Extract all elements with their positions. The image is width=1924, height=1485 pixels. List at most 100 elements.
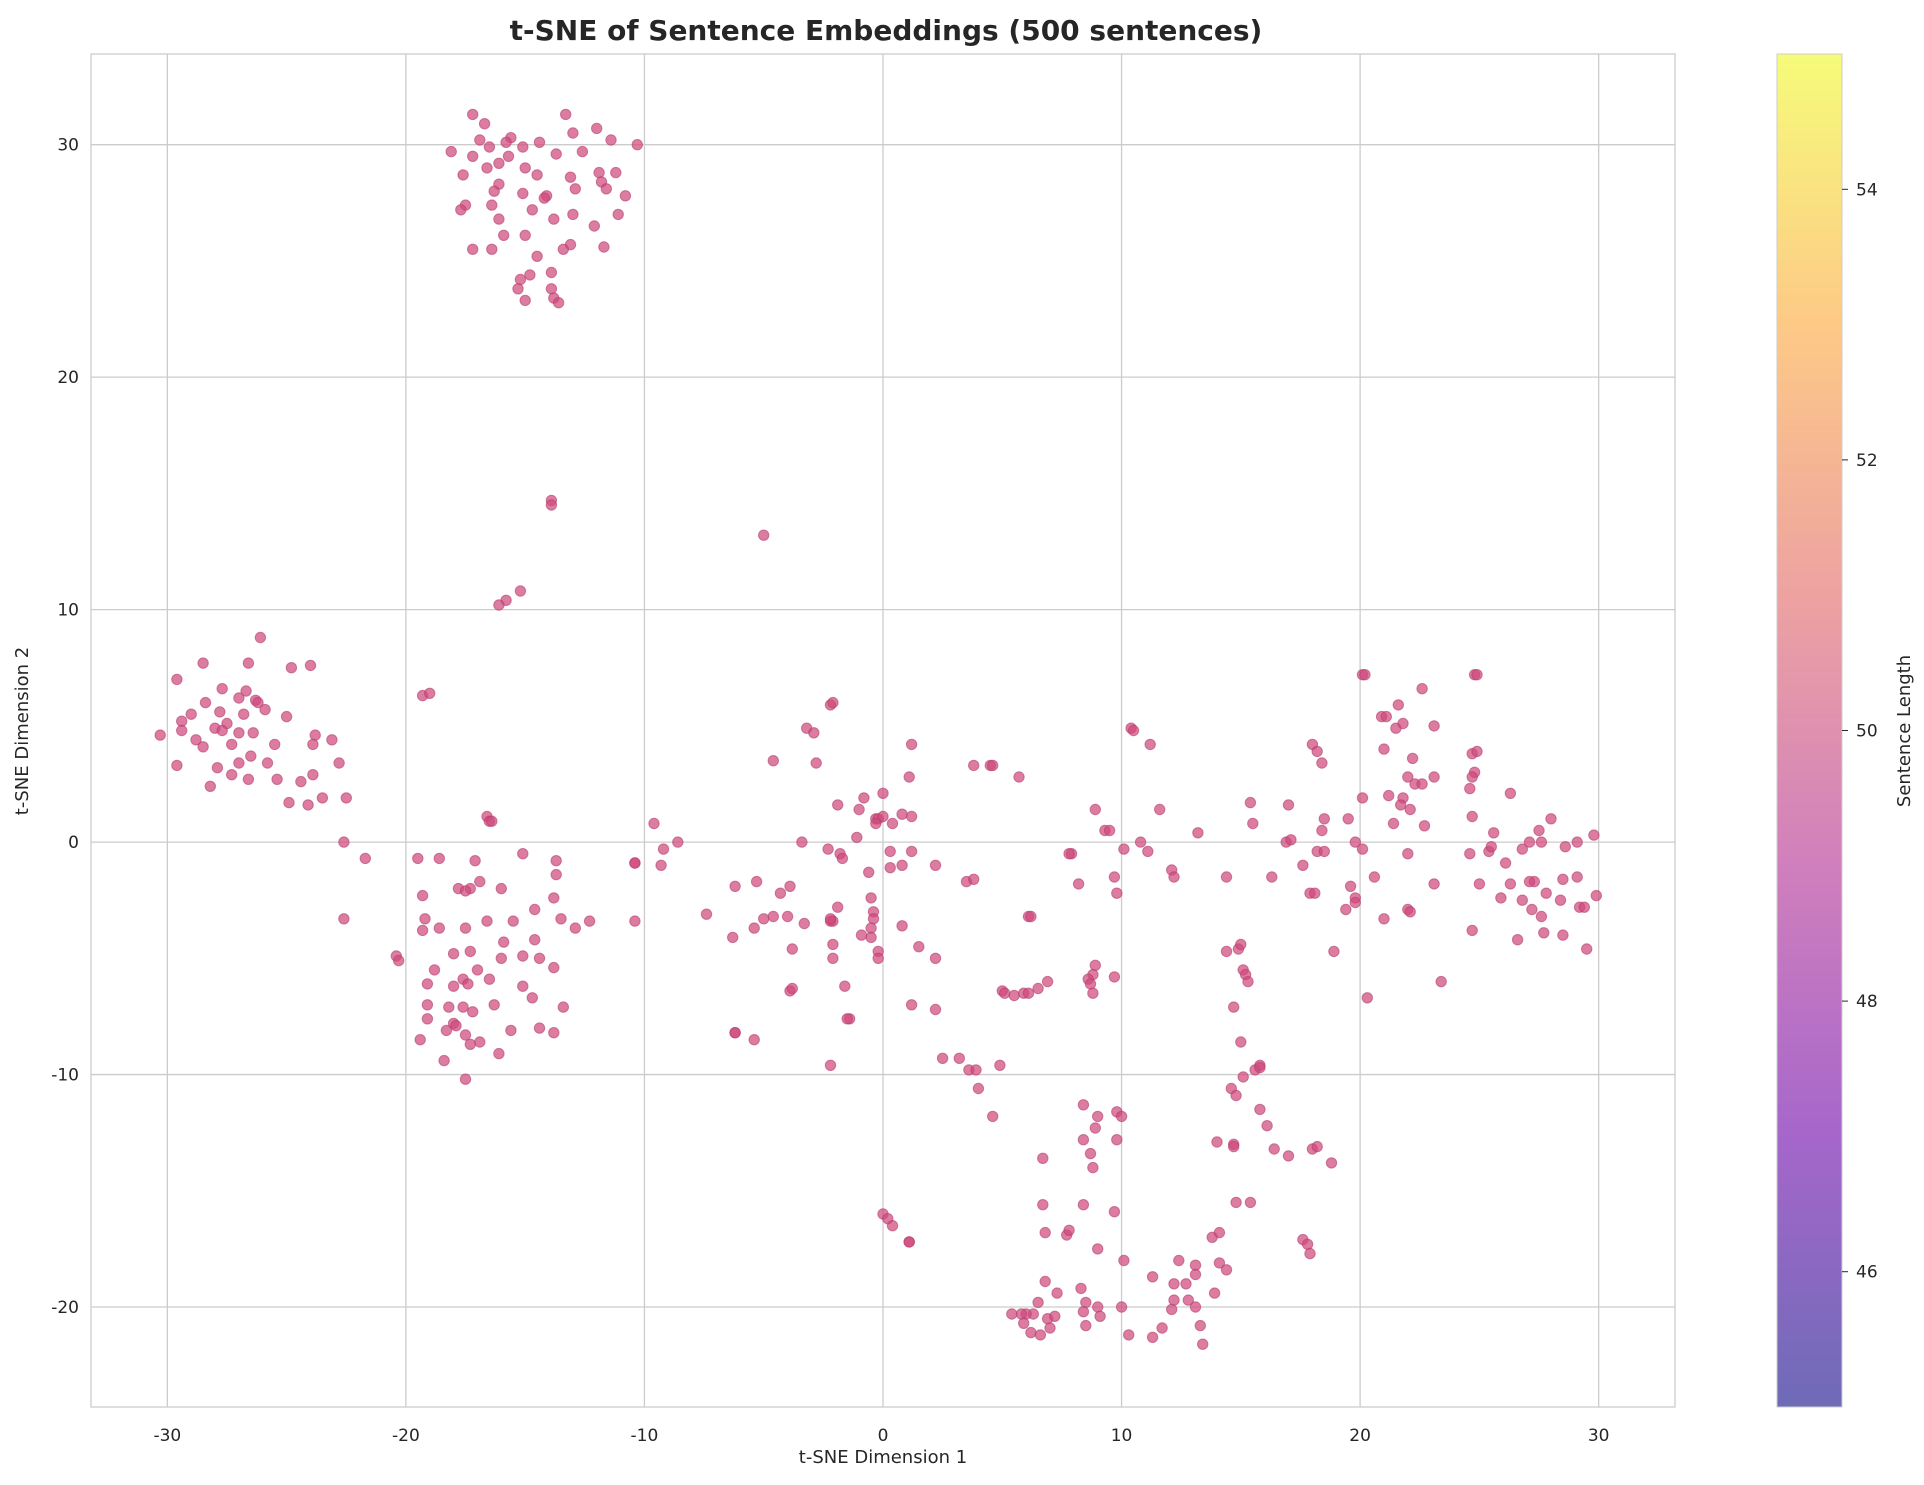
data-point bbox=[1590, 889, 1603, 902]
data-point bbox=[884, 845, 896, 858]
data-point bbox=[1268, 1143, 1280, 1155]
data-point bbox=[416, 889, 429, 902]
data-point bbox=[1504, 787, 1517, 799]
data-point bbox=[1080, 1319, 1092, 1332]
data-point bbox=[242, 657, 255, 669]
data-point bbox=[447, 980, 460, 992]
x-tick-label: -30 bbox=[153, 1426, 181, 1446]
data-point bbox=[483, 141, 496, 153]
data-point bbox=[438, 1054, 450, 1067]
data-point bbox=[421, 978, 434, 990]
data-point bbox=[870, 817, 882, 830]
data-point bbox=[824, 913, 837, 925]
data-point bbox=[171, 759, 183, 772]
data-point bbox=[514, 273, 527, 286]
data-point bbox=[1041, 975, 1054, 988]
data-point bbox=[798, 917, 810, 930]
data-point bbox=[1015, 1308, 1028, 1320]
data-point bbox=[467, 150, 479, 163]
data-point bbox=[481, 162, 493, 174]
data-point bbox=[1032, 982, 1044, 995]
data-point bbox=[865, 892, 877, 904]
data-point bbox=[905, 738, 918, 751]
data-point bbox=[936, 1052, 949, 1065]
data-point bbox=[605, 134, 617, 146]
data-point bbox=[1368, 871, 1381, 883]
data-point bbox=[610, 166, 622, 179]
data-point bbox=[564, 171, 577, 183]
data-point bbox=[1087, 1161, 1099, 1174]
data-point bbox=[1581, 943, 1593, 955]
data-point bbox=[1089, 959, 1102, 971]
data-point bbox=[414, 1034, 426, 1046]
data-point bbox=[1523, 875, 1536, 888]
data-point bbox=[1006, 1308, 1018, 1320]
data-point bbox=[1032, 1296, 1044, 1309]
data-point bbox=[1316, 824, 1328, 837]
data-point bbox=[1037, 1199, 1049, 1211]
data-point bbox=[968, 759, 980, 772]
data-point bbox=[295, 775, 307, 788]
data-point bbox=[1356, 843, 1369, 855]
data-point bbox=[1380, 710, 1393, 723]
data-point bbox=[1208, 1287, 1221, 1299]
data-point bbox=[1063, 848, 1075, 860]
data-point bbox=[1115, 1110, 1128, 1123]
data-point bbox=[1397, 717, 1409, 730]
data-point bbox=[657, 843, 670, 855]
data-point bbox=[1266, 871, 1278, 883]
data-point bbox=[486, 199, 498, 211]
data-point bbox=[517, 950, 529, 962]
data-point bbox=[1516, 843, 1529, 855]
data-point bbox=[428, 964, 441, 976]
data-point bbox=[1211, 1136, 1223, 1148]
data-point bbox=[929, 859, 942, 871]
data-point bbox=[1318, 813, 1331, 825]
data-point bbox=[538, 192, 550, 204]
data-point bbox=[550, 855, 562, 867]
data-point bbox=[359, 852, 371, 865]
data-point bbox=[1325, 1157, 1338, 1169]
data-point bbox=[1349, 836, 1362, 848]
data-point bbox=[1571, 871, 1583, 883]
data-point bbox=[1084, 1147, 1097, 1160]
data-point bbox=[517, 187, 529, 200]
data-point bbox=[1220, 945, 1233, 958]
data-point bbox=[197, 741, 209, 753]
data-point bbox=[1108, 1206, 1121, 1218]
data-point bbox=[459, 885, 472, 897]
data-point bbox=[1025, 910, 1037, 923]
data-point bbox=[529, 934, 541, 946]
data-point bbox=[1144, 738, 1156, 751]
data-point bbox=[896, 808, 908, 820]
data-point bbox=[464, 1038, 476, 1051]
data-point bbox=[774, 887, 787, 899]
data-point bbox=[269, 738, 281, 751]
data-point bbox=[433, 922, 445, 934]
data-point bbox=[1022, 987, 1035, 999]
data-point bbox=[1182, 1294, 1195, 1306]
data-point bbox=[1466, 771, 1478, 783]
data-point bbox=[462, 978, 474, 990]
data-point bbox=[929, 1003, 942, 1016]
data-point bbox=[498, 936, 510, 948]
data-point bbox=[767, 910, 779, 923]
data-point bbox=[226, 738, 238, 751]
data-point bbox=[1077, 1306, 1090, 1318]
data-point bbox=[1540, 887, 1552, 899]
data-point bbox=[1168, 1294, 1180, 1306]
data-point bbox=[393, 954, 405, 967]
data-point bbox=[526, 992, 538, 1004]
data-point bbox=[1361, 992, 1374, 1004]
data-point bbox=[1588, 829, 1600, 841]
data-point bbox=[884, 862, 896, 874]
data-point bbox=[781, 910, 794, 923]
data-point bbox=[474, 134, 486, 146]
data-point bbox=[340, 792, 352, 804]
data-point bbox=[1092, 1301, 1104, 1313]
data-point bbox=[1194, 1319, 1207, 1332]
data-point bbox=[629, 915, 641, 927]
data-point bbox=[786, 943, 798, 955]
data-point bbox=[1025, 1326, 1037, 1339]
